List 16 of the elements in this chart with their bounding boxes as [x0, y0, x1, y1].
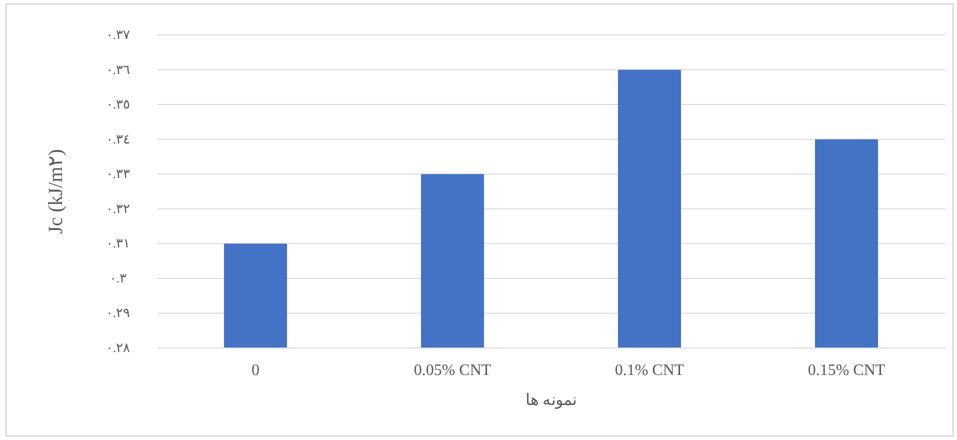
y-tick-label: ٠.٣٢: [106, 200, 130, 216]
y-tick-label: ٠.٢٨: [106, 340, 130, 355]
y-tick-label: ٠.٣٦: [106, 62, 130, 77]
y-tick-label: ٠.٢٩: [106, 305, 130, 320]
y-axis-title: Jc (kJ/m٢): [45, 149, 67, 234]
y-tick-label: ٠.٣: [109, 270, 127, 286]
x-tick-label: 0.05% CNT: [414, 362, 492, 379]
x-tick-label: 0.15% CNT: [808, 362, 886, 379]
y-tick-label: ٠.٣٣: [106, 166, 130, 182]
y-tick-label: ٠.٣٧: [106, 27, 130, 42]
y-tick-label: ٠.٣٤: [106, 131, 130, 146]
x-tick-label: 0: [252, 362, 260, 379]
y-tick-label: ٠.٣٥: [106, 96, 130, 112]
x-tick-label: 0.1% CNT: [614, 362, 684, 379]
x-axis-title: نمونه ها: [526, 392, 576, 409]
y-tick-label: ٠.٣١: [106, 236, 130, 251]
